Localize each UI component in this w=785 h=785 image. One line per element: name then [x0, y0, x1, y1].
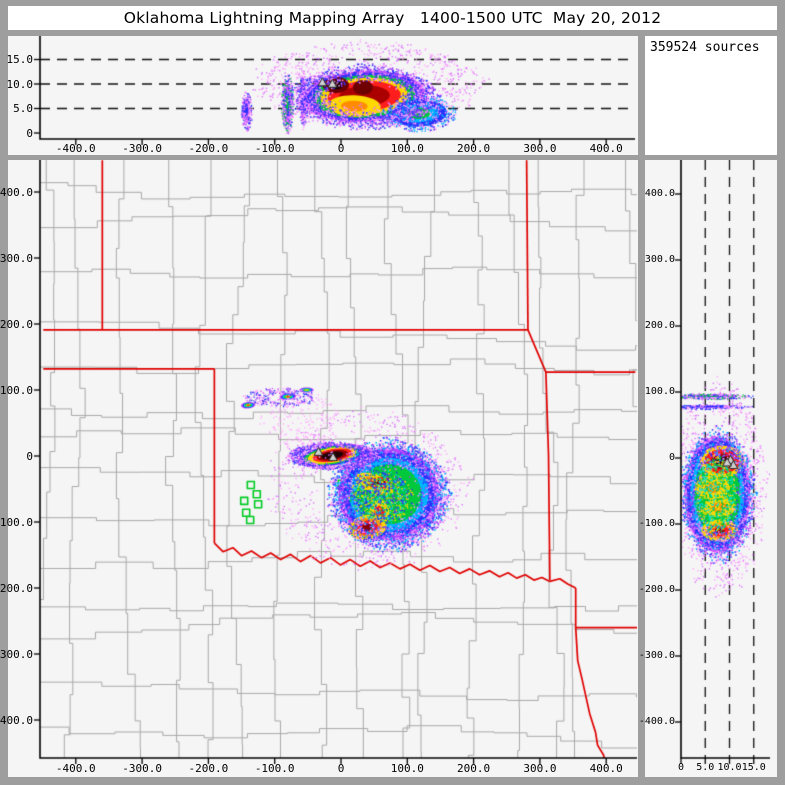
- x-tick-label: 5.0: [696, 762, 715, 773]
- y-tick-label: 400.0: [0, 185, 33, 199]
- y-tick-label: -400.0: [0, 713, 33, 727]
- y-tick-label: 300.0: [0, 251, 33, 265]
- x-tick-label: 200.0: [457, 142, 491, 155]
- sources-count-label: 359524 sources: [650, 40, 760, 55]
- sources-count-box: 359524 sources: [645, 36, 777, 155]
- y-tick-label: -400.0: [638, 716, 675, 727]
- y-tick-label: 10.0: [6, 77, 34, 91]
- x-tick-label: -200.0: [188, 142, 229, 155]
- y-tick-label: 100.0: [0, 383, 33, 397]
- y-tick-label: 200.0: [644, 320, 675, 331]
- y-tick-label: 100.0: [644, 386, 675, 397]
- y-tick-label: -100.0: [638, 518, 675, 529]
- y-tick-label: -200.0: [638, 584, 675, 595]
- window-title: Oklahoma Lightning Mapping Array 1400-15…: [123, 9, 662, 27]
- y-tick-label: -100.0: [0, 515, 33, 529]
- y-tick-label: 0: [26, 126, 33, 140]
- y-tick-label: -300.0: [0, 647, 33, 661]
- y-tick-label: -200.0: [0, 581, 33, 595]
- y-tick-label: 200.0: [0, 317, 33, 331]
- y-tick-label: -300.0: [638, 650, 675, 661]
- x-tick-label: 400.0: [589, 762, 623, 775]
- altitude-vs-northsouth-panel: 0 5.0 10.0 15.0 400.0 300.0 200.0 100.0 0 -100.0 -…: [639, 160, 777, 777]
- x-tick-label: 0: [337, 142, 345, 155]
- x-tick-label: 300.0: [523, 762, 557, 775]
- x-tick-label: 100.0: [390, 762, 424, 775]
- y-tick-label: 400.0: [644, 188, 675, 199]
- altitude-vs-eastwest-panel: -400.0 -300.0 -200.0 -100.0 0 100.0 200.0 300.0…: [6, 36, 638, 155]
- y-tick-label: 0: [668, 452, 675, 463]
- x-tick-label: 300.0: [523, 142, 557, 155]
- x-tick-label: 0: [677, 762, 685, 773]
- altitude-vs-northsouth-canvas: [645, 160, 777, 777]
- x-tick-label: -100.0: [254, 142, 295, 155]
- plan-view-map-panel: -400.0 -300.0 -200.0 -100.0 0 100.0 200.0 300.0…: [0, 160, 638, 777]
- x-tick-label: 0: [337, 762, 345, 775]
- x-tick-label: 200.0: [457, 762, 491, 775]
- x-tick-label: -400.0: [55, 762, 96, 775]
- altitude-vs-eastwest-canvas: [8, 36, 638, 155]
- x-tick-label: 10.0: [717, 762, 742, 773]
- x-tick-label: 15.0: [741, 762, 766, 773]
- x-tick-label: -300.0: [122, 762, 162, 775]
- x-tick-label: -300.0: [122, 142, 162, 155]
- plan-view-map-canvas: [8, 160, 638, 777]
- x-tick-label: 100.0: [390, 142, 424, 155]
- y-tick-label: 5.0: [13, 102, 33, 115]
- x-tick-label: -200.0: [188, 762, 229, 775]
- x-tick-label: -400.0: [55, 142, 96, 155]
- y-tick-label: 15.0: [6, 53, 34, 66]
- title-bar: Oklahoma Lightning Mapping Array 1400-15…: [8, 6, 777, 30]
- x-tick-label: -100.0: [254, 762, 295, 775]
- y-tick-label: 0: [26, 449, 33, 463]
- x-tick-label: 400.0: [589, 142, 623, 155]
- y-tick-label: 300.0: [644, 254, 675, 265]
